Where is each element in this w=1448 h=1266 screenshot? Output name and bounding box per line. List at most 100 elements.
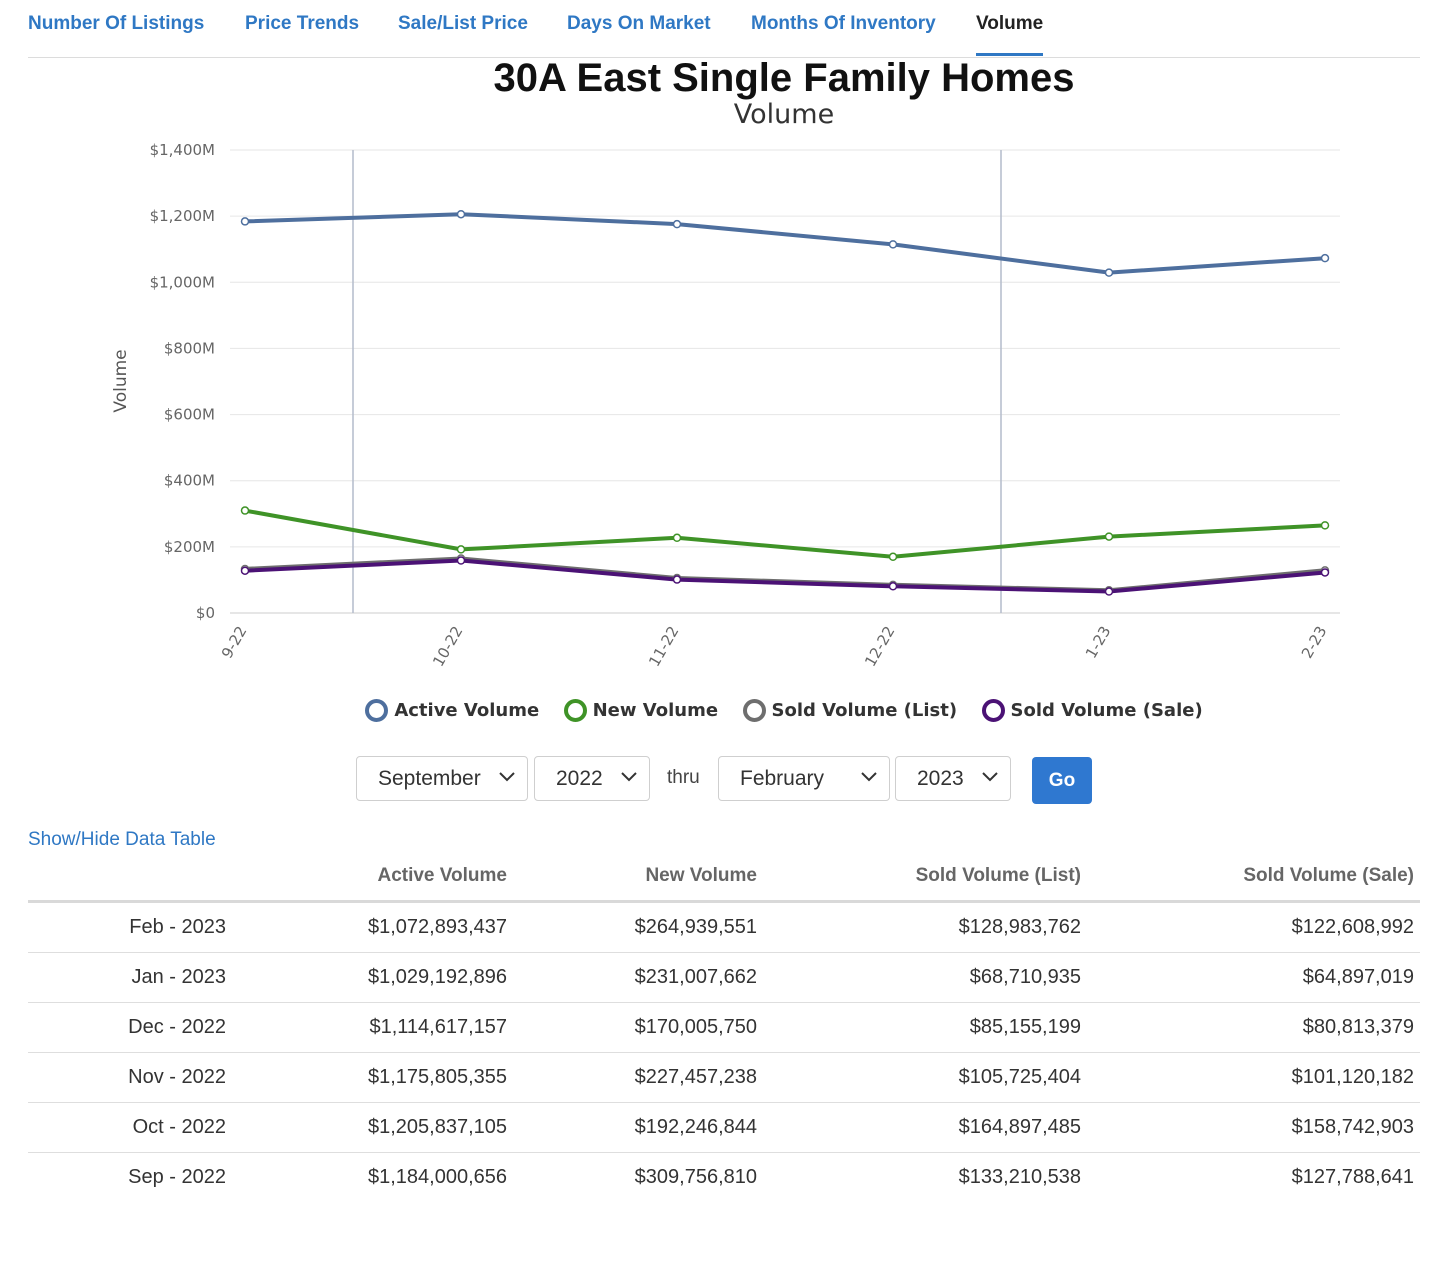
tab-number-of-listings[interactable]: Number Of Listings <box>28 13 205 34</box>
show-hide-data-table-link[interactable]: Show/Hide Data Table <box>28 829 216 850</box>
table-cell-active-volume: $1,205,837,105 <box>232 1102 513 1153</box>
x-axis-ticks: 9-22 10-22 11-22 12-22 1-23 2-23 <box>218 623 1331 670</box>
table-cell-sold-volume-list: $105,725,404 <box>763 1052 1087 1103</box>
end-year-select[interactable]: 2023 <box>895 756 1011 801</box>
y-axis-ticks: $0 $200M $400M $600M $800M $1,000M $1,200M $1,4… <box>150 141 215 622</box>
table-cell-active-volume: $1,029,192,896 <box>232 952 513 1003</box>
table-row: Oct - 2022 $1,205,837,105 $192,246,844 $… <box>28 1102 1420 1153</box>
y-tick-label: $1,400M <box>150 141 215 159</box>
tab-price-trends[interactable]: Price Trends <box>245 13 360 34</box>
table-row: Feb - 2023 $1,072,893,437 $264,939,551 $… <box>28 901 1420 953</box>
data-point-new-volume <box>1104 532 1114 541</box>
chart-subtitle: Volume <box>733 99 835 130</box>
legend-swatch-icon <box>742 699 766 722</box>
table-cell-new-volume: $309,756,810 <box>634 1165 757 1188</box>
x-tick-label: 10-22 <box>429 623 466 670</box>
legend-item-sold-volume-list[interactable]: Sold Volume (List) <box>742 699 958 722</box>
data-point-sold-volume-sale <box>1104 587 1114 596</box>
table-cell-sold-volume-list: $128,983,762 <box>763 901 1087 953</box>
series-points <box>240 209 1330 596</box>
start-month-value: September <box>378 767 481 790</box>
chevron-down-icon <box>621 772 637 782</box>
table-header-sold-volume-list: Sold Volume (List) <box>763 852 1087 903</box>
table-cell-new-volume: $231,007,662 <box>513 952 763 1003</box>
legend-swatch-icon <box>563 699 587 722</box>
table-cell-sold-volume-list: $164,897,485 <box>763 1102 1087 1153</box>
table-header-period <box>28 852 232 903</box>
table-header-active-volume: Active Volume <box>232 852 513 903</box>
grid-lines <box>230 149 1340 614</box>
data-point-active-volume <box>888 240 898 249</box>
legend-label: Sold Volume (List) <box>771 700 958 721</box>
chevron-down-icon <box>982 772 998 782</box>
end-month-select[interactable]: February <box>718 756 890 801</box>
y-tick-label: $1,000M <box>150 273 215 291</box>
end-year-value: 2023 <box>917 767 964 790</box>
start-year-value: 2022 <box>556 767 603 790</box>
series-line-sold-volume-sale <box>243 558 1327 594</box>
legend-item-sold-volume-sale[interactable]: Sold Volume (Sale) <box>981 699 1203 722</box>
y-tick-label: $800M <box>164 339 215 357</box>
data-point-sold-volume-sale <box>240 566 250 575</box>
chevron-down-icon <box>861 772 877 782</box>
table-header-new-volume: New Volume <box>513 852 763 903</box>
chevron-down-icon <box>499 772 515 782</box>
data-point-new-volume <box>672 533 682 543</box>
table-cell-sold-volume-sale: $122,608,992 <box>1087 901 1420 953</box>
table-cell-sold-volume-sale: $127,788,641 <box>1291 1165 1414 1188</box>
data-point-active-volume <box>1104 268 1114 277</box>
table-header-sold-volume-sale: Sold Volume (Sale) <box>1087 852 1420 903</box>
y-tick-label: $0 <box>196 604 215 622</box>
legend-label: Active Volume <box>394 700 540 721</box>
table-cell-period: Feb - 2023 <box>28 901 232 953</box>
go-button[interactable]: Go <box>1032 757 1092 804</box>
table-cell-active-volume: $1,114,617,157 <box>232 1002 513 1053</box>
tab-sale-list-price[interactable]: Sale/List Price <box>398 13 528 34</box>
table-cell-active-volume: $1,175,805,355 <box>232 1052 513 1103</box>
data-point-sold-volume-sale <box>456 556 466 565</box>
table-cell-sold-volume-list: $85,155,199 <box>763 1002 1087 1053</box>
chart-legend: Active Volume New Volume Sold Volume (Li… <box>0 699 1448 722</box>
legend-item-active-volume[interactable]: Active Volume <box>365 699 539 722</box>
x-tick-label: 11-22 <box>645 623 682 670</box>
start-month-select[interactable]: September <box>356 756 528 801</box>
table-cell-sold-volume-sale: $158,742,903 <box>1087 1102 1420 1153</box>
table-row: Jan - 2023 $1,029,192,896 $231,007,662 $… <box>28 952 1420 1003</box>
data-point-sold-volume-sale <box>1320 568 1330 577</box>
table-cell-active-volume: $1,184,000,656 <box>367 1165 507 1188</box>
table-cell-sold-volume-sale: $101,120,182 <box>1087 1052 1420 1103</box>
table-cell-period: Dec - 2022 <box>28 1002 232 1053</box>
table-cell-period: Sep - 2022 <box>128 1165 226 1188</box>
start-year-select[interactable]: 2022 <box>534 756 650 801</box>
x-tick-label: 1-23 <box>1082 623 1115 661</box>
end-month-value: February <box>740 767 825 790</box>
table-cell-sold-volume-sale: $80,813,379 <box>1087 1002 1420 1053</box>
table-cell-period: Nov - 2022 <box>28 1052 232 1103</box>
crosshair-lines <box>352 150 1002 613</box>
legend-label: Sold Volume (Sale) <box>1010 700 1203 721</box>
series-lines <box>243 212 1327 594</box>
volume-line-chart: $0 $200M $400M $600M $800M $1,000M $1,200M $1,4… <box>111 141 1340 670</box>
legend-item-new-volume[interactable]: New Volume <box>563 699 718 722</box>
data-point-sold-volume-sale <box>672 575 682 584</box>
table-cell-sold-volume-sale: $64,897,019 <box>1087 952 1420 1003</box>
data-point-new-volume <box>888 552 898 562</box>
tab-days-on-market[interactable]: Days On Market <box>567 13 711 34</box>
table-cell-new-volume: $227,457,238 <box>513 1052 763 1103</box>
table-cell-active-volume: $1,072,893,437 <box>232 901 513 953</box>
x-tick-label: 9-22 <box>218 623 251 661</box>
legend-swatch-icon <box>365 699 389 722</box>
table-header-row: Active Volume New Volume Sold Volume (Li… <box>28 852 1420 903</box>
tab-months-of-inventory[interactable]: Months Of Inventory <box>751 13 936 34</box>
table-cell-period: Oct - 2022 <box>28 1102 232 1153</box>
data-point-new-volume <box>240 506 250 515</box>
y-tick-label: $1,200M <box>150 207 215 225</box>
y-axis-title: Volume <box>111 349 131 412</box>
data-point-active-volume <box>240 217 250 226</box>
table-row: Dec - 2022 $1,114,617,157 $170,005,750 $… <box>28 1002 1420 1053</box>
table-cell-new-volume: $264,939,551 <box>513 901 763 953</box>
tab-volume[interactable]: Volume <box>976 13 1044 56</box>
y-tick-label: $600M <box>164 406 215 424</box>
table-cell-period: Jan - 2023 <box>28 952 232 1003</box>
data-point-active-volume <box>672 219 682 229</box>
